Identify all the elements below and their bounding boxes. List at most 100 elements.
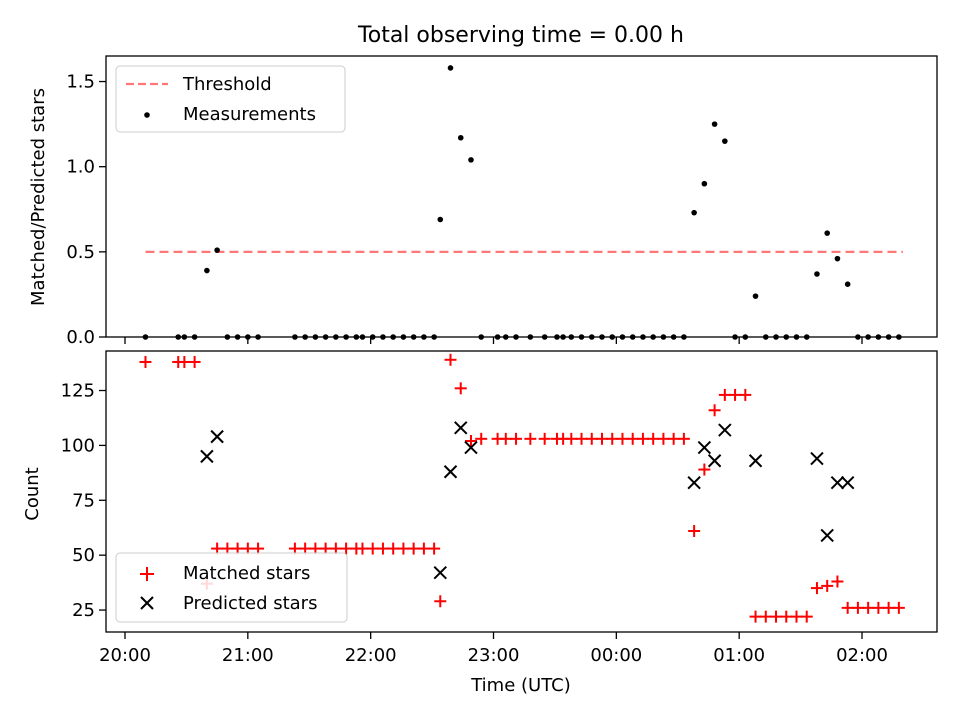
top-legend: Threshold Measurements	[115, 65, 346, 133]
matched-star-point	[892, 601, 905, 614]
matched-star-point	[780, 610, 793, 623]
predicted-star-point	[443, 465, 458, 479]
predicted-star-point	[433, 566, 447, 580]
matched-star-point	[397, 542, 410, 555]
matched-star-point	[376, 542, 389, 555]
measurement-point	[701, 180, 708, 187]
matched-star-point	[688, 525, 701, 538]
predicted-star-point	[464, 440, 478, 455]
bottom-plot-area	[139, 353, 905, 623]
matched-star-point	[770, 610, 783, 623]
matched-star-point	[606, 432, 619, 445]
measurement-point	[844, 281, 851, 288]
chart-title: Total observing time = 0.00 h	[357, 23, 684, 48]
top-legend-box	[115, 65, 346, 133]
matched-star-point	[454, 382, 467, 395]
matched-star-point	[524, 432, 537, 445]
predicted-star-point	[687, 476, 701, 490]
predicted-star-point	[210, 429, 224, 444]
y-tick-label: 1.0	[66, 157, 95, 178]
matched-star-point	[800, 610, 813, 623]
matched-star-point	[677, 432, 690, 445]
predicted-star-point	[820, 528, 834, 543]
matched-star-point	[698, 463, 711, 476]
measurements-legend-marker	[144, 112, 150, 118]
matched-star-point	[538, 432, 551, 445]
measurement-point	[447, 65, 454, 71]
matched-star-point	[188, 355, 201, 368]
y-tick-label: 75	[72, 490, 95, 511]
matched-star-point	[810, 582, 823, 595]
matched-star-point	[428, 542, 441, 555]
predicted-star-point	[840, 476, 855, 490]
predicted-star-point	[707, 454, 722, 468]
top-y-ticks: 0.0 0.5 1.0 1.5	[66, 72, 106, 348]
matched-star-point	[417, 542, 430, 555]
matched-star-point	[872, 601, 885, 614]
threshold-legend-label: Threshold	[182, 74, 272, 95]
matched-star-point	[340, 542, 353, 555]
x-tick-label: 23:00	[468, 645, 520, 666]
matched-star-point	[475, 432, 488, 445]
y-tick-label: 100	[61, 435, 95, 456]
top-axes-frame	[105, 55, 938, 338]
matched-star-point	[585, 432, 598, 445]
y-tick-label: 50	[72, 545, 95, 566]
measurement-point	[457, 134, 464, 141]
bottom-legend-box	[115, 552, 348, 623]
matched-star-point	[718, 388, 731, 401]
y-tick-label: 125	[61, 381, 95, 402]
matched-star-point	[790, 610, 803, 623]
predicted-star-point	[697, 440, 712, 455]
predicted-star-point	[830, 476, 845, 490]
matched-star-point	[729, 388, 742, 401]
y-tick-label: 0.0	[66, 327, 95, 348]
measurement-point	[204, 267, 210, 274]
matched-star-point	[499, 432, 512, 445]
bottom-y-ticks: 25 50 75 100 125	[61, 381, 106, 621]
top-x-ticks	[124, 337, 863, 344]
measurement-point	[814, 271, 820, 277]
matched-star-point	[575, 432, 588, 445]
x-tick-label: 20:00	[99, 645, 151, 666]
measurement-point	[722, 138, 728, 144]
matched-star-point	[596, 432, 609, 445]
matched-star-point	[387, 542, 400, 555]
y-tick-label: 0.5	[66, 242, 95, 263]
matched-star-point	[178, 355, 191, 368]
bottom-legend: Matched stars Predicted stars	[115, 552, 348, 623]
matched-star-point	[510, 432, 523, 445]
matched-star-point	[862, 601, 875, 614]
measurement-point	[468, 157, 474, 163]
matched-star-point	[841, 601, 854, 614]
matched-star-point	[356, 542, 369, 555]
measurement-point	[834, 255, 841, 262]
predicted-star-point	[718, 423, 732, 437]
y-tick-label: 25	[72, 600, 95, 621]
matched-star-point	[831, 575, 844, 588]
matched-star-point	[667, 432, 680, 445]
matched-star-point	[882, 601, 895, 614]
matched-star-point	[366, 542, 379, 555]
measurement-point	[691, 209, 697, 216]
matched-star-point	[434, 595, 447, 608]
bottom-x-ticks: 20:00 21:00 22:00 23:00 00:00 01:00 02:00	[99, 632, 888, 666]
matched-star-point	[851, 601, 864, 614]
predicted-star-point	[454, 421, 468, 435]
matched-star-point	[759, 610, 772, 623]
matched-star-point	[657, 432, 670, 445]
x-tick-label: 00:00	[590, 645, 642, 666]
matched-star-point	[464, 435, 477, 448]
measurement-point	[437, 216, 444, 223]
predicted-star-point	[748, 454, 763, 468]
matched-star-point	[626, 432, 639, 445]
matched-star-point	[708, 404, 721, 417]
matched-star-point	[407, 542, 420, 555]
measurement-point	[752, 293, 759, 299]
x-tick-label: 21:00	[222, 645, 274, 666]
matched-star-point	[616, 432, 629, 445]
x-axis-label: Time (UTC)	[470, 675, 571, 696]
bottom-axes-frame	[105, 350, 938, 633]
predicted-star-point	[810, 451, 824, 466]
